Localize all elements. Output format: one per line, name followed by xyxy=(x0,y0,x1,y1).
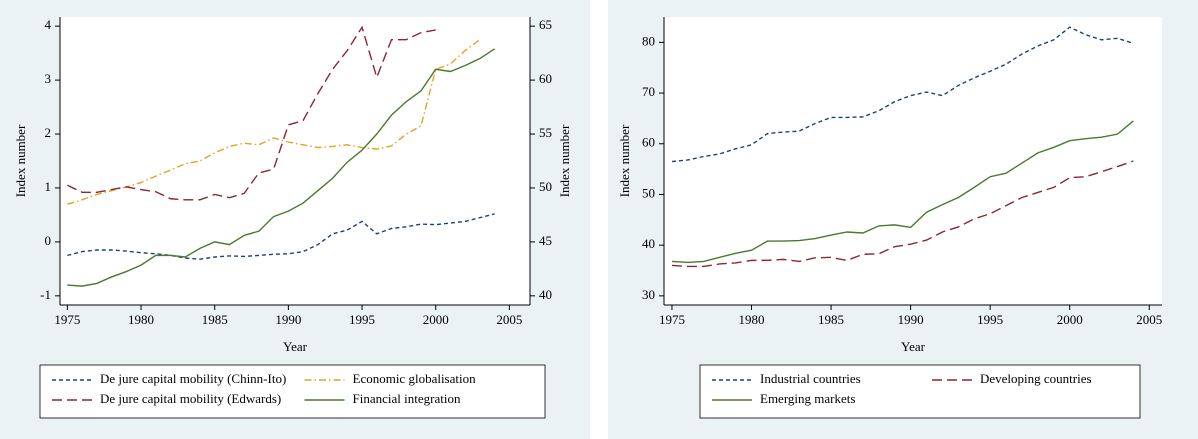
y2-tick-label: 45 xyxy=(539,233,552,248)
y-tick-label: 2 xyxy=(45,125,52,140)
legend-label: Industrial countries xyxy=(760,371,861,386)
legend-box xyxy=(39,364,546,419)
series-line xyxy=(67,213,495,260)
series-line xyxy=(671,120,1134,264)
x-tick-label: 1985 xyxy=(818,312,844,327)
x-axis-label: Year xyxy=(283,339,308,354)
y-tick-label: 60 xyxy=(642,135,655,150)
y-tick-label: 80 xyxy=(642,33,655,48)
legend-label: Economic globalisation xyxy=(353,371,477,386)
x-tick-label: 1975 xyxy=(54,312,80,327)
series-line xyxy=(67,39,481,205)
y-tick-label: 1 xyxy=(45,179,52,194)
legend-box xyxy=(699,364,1141,419)
series-line xyxy=(671,160,1134,268)
x-tick-label: 1995 xyxy=(349,312,375,327)
series-line xyxy=(67,48,496,287)
x-tick-label: 1980 xyxy=(128,312,154,327)
x-tick-label: 1975 xyxy=(659,312,685,327)
legend: Industrial countries Developing countries… xyxy=(699,364,1141,419)
legend-label: Emerging markets xyxy=(760,391,855,406)
series-line xyxy=(67,25,436,201)
y2-tick-label: 55 xyxy=(539,125,552,140)
y2-axis-label: Index number xyxy=(557,124,572,197)
x-tick-label: 1980 xyxy=(739,312,765,327)
y-tick-label: 0 xyxy=(45,233,52,248)
x-tick-label: 1990 xyxy=(275,312,301,327)
legend-label: Developing countries xyxy=(980,371,1092,386)
plot-area xyxy=(664,17,1162,305)
y-tick-label: 50 xyxy=(642,185,655,200)
y-tick-label: 4 xyxy=(45,17,52,32)
y-tick-label: 70 xyxy=(642,84,655,99)
x-axis-label: Year xyxy=(901,339,926,354)
x-tick-label: 2000 xyxy=(1057,312,1083,327)
y-tick-label: 3 xyxy=(45,71,52,86)
x-tick-label: 2000 xyxy=(423,312,449,327)
legend-label: De jure capital mobility (Edwards) xyxy=(100,391,281,406)
legend-label: De jure capital mobility (Chinn-Ito) xyxy=(100,371,286,386)
x-tick-label: 1995 xyxy=(977,312,1003,327)
y2-tick-label: 65 xyxy=(539,17,552,32)
x-tick-label: 2005 xyxy=(1136,312,1162,327)
y2-tick-label: 40 xyxy=(539,287,552,302)
y2-tick-label: 60 xyxy=(539,71,552,86)
y-tick-label: 30 xyxy=(642,287,655,302)
y-axis-label: Index number xyxy=(617,124,632,197)
plot-area xyxy=(60,17,530,305)
x-tick-label: 2005 xyxy=(496,312,522,327)
y-tick-label: 40 xyxy=(642,236,655,251)
x-tick-label: 1985 xyxy=(202,312,228,327)
y-axis-label: Index number xyxy=(13,124,28,197)
y2-tick-label: 50 xyxy=(539,179,552,194)
y-tick-label: -1 xyxy=(40,287,51,302)
legend: De jure capital mobility (Chinn-Ito) Econ… xyxy=(39,364,546,419)
legend-label: Financial integration xyxy=(353,391,461,406)
series-line xyxy=(671,26,1134,163)
x-tick-label: 1990 xyxy=(898,312,924,327)
